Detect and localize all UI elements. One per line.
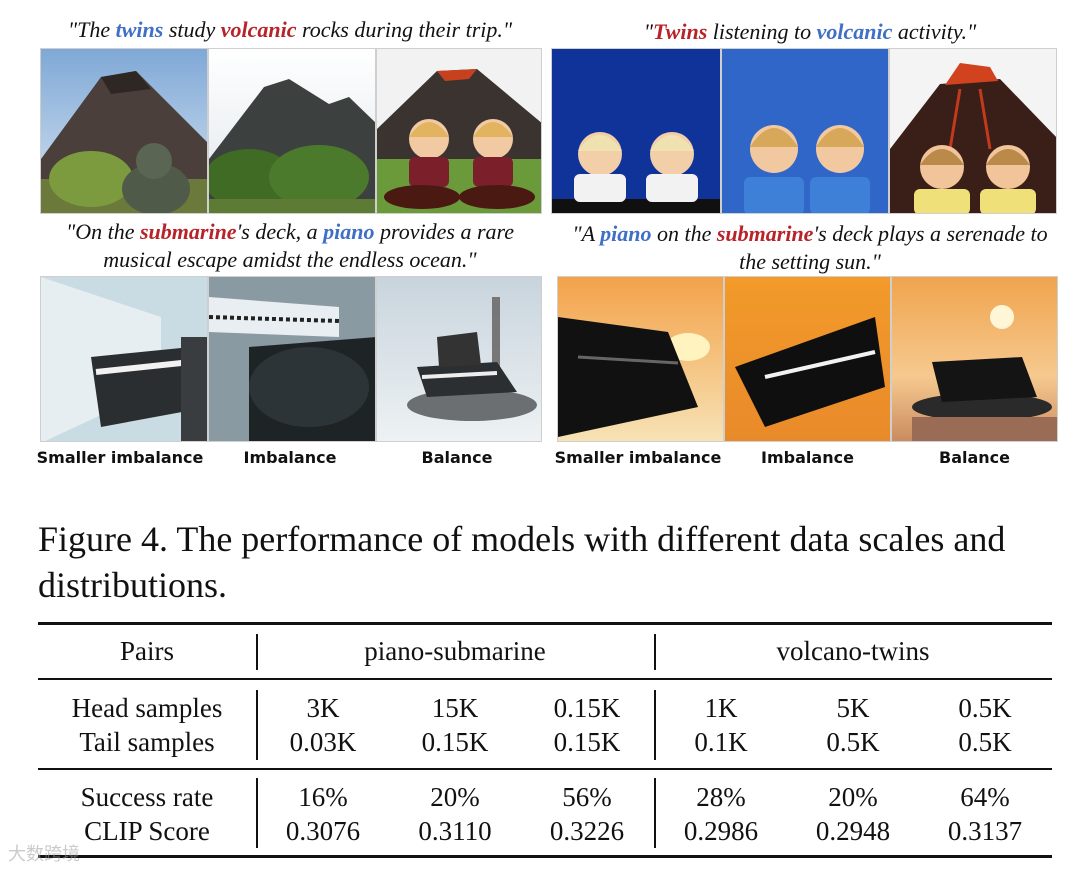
image-piano-interior — [40, 276, 208, 442]
table-cell: 16% — [298, 782, 348, 812]
table-cell: 0.03K — [289, 727, 357, 757]
table-cell: 0.5K — [826, 727, 880, 757]
figure-caption: Figure 4. The performance of models with… — [38, 519, 1006, 605]
table-cell: 0.15K — [553, 727, 621, 757]
table-cell: 15K — [431, 693, 479, 723]
table-cell: 5K — [836, 693, 870, 723]
caption-text: "A — [572, 221, 601, 246]
col-label-right-imbalance: Imbalance — [761, 448, 854, 467]
caption-text: activity." — [892, 19, 977, 44]
image-twins-blue-2 — [721, 48, 889, 214]
caption-keyword-blue: twins — [115, 17, 164, 42]
image-piano-closeup — [208, 276, 376, 442]
image-volcano-forest — [208, 48, 376, 214]
caption-twins-listening: "Twins listening to volcanic activity." — [560, 18, 1060, 46]
table-cell: 20% — [828, 782, 878, 812]
table-cell: 0.3076 — [285, 816, 361, 846]
caption-text: on the — [651, 221, 717, 246]
table-cell: 56% — [562, 782, 612, 812]
table-row-label: CLIP Score — [84, 816, 210, 846]
table-cell: 20% — [430, 782, 480, 812]
table-cell: 0.3226 — [549, 816, 625, 846]
table-cell: 0.1K — [694, 727, 748, 757]
table-row-label: Head samples — [71, 693, 223, 723]
table-divider-groups — [654, 634, 656, 670]
caption-keyword-red: volcanic — [220, 17, 297, 42]
image-sunset-piano-submarine-1 — [557, 276, 724, 442]
col-label-left-balance: Balance — [421, 448, 493, 467]
caption-volcanic-rocks: "The twins study volcanic rocks during t… — [30, 16, 550, 44]
table-header-piano-submarine: piano-submarine — [364, 636, 546, 666]
caption-text: "The — [67, 17, 116, 42]
caption-text: rocks during their trip." — [296, 17, 513, 42]
table-cell: 0.15K — [421, 727, 489, 757]
table-cell: 0.5K — [958, 727, 1012, 757]
caption-text: 's deck plays a serenade to the setting … — [739, 221, 1048, 274]
caption-piano-serenade: "A piano on the submarine's deck plays a… — [560, 220, 1060, 276]
image-twins-volcano-eruption — [889, 48, 1057, 214]
caption-keyword-blue: piano — [600, 221, 652, 246]
col-label-right-balance: Balance — [939, 448, 1010, 467]
col-label-left-smaller-imbalance: Smaller imbalance — [36, 448, 204, 467]
table-cell: 0.3137 — [947, 816, 1023, 846]
table-divider-pairs-body2 — [256, 778, 258, 848]
image-sunset-piano-submarine-2 — [724, 276, 891, 442]
table-bottom-rule — [38, 855, 1052, 858]
image-twins-volcanic-rocks — [376, 48, 542, 214]
image-volcano-statue — [40, 48, 208, 214]
caption-text: provides a rare musical escape amidst th… — [103, 219, 515, 272]
table-cell: 28% — [696, 782, 746, 812]
caption-keyword-red: submarine — [139, 219, 237, 244]
table-divider-pairs — [256, 634, 258, 670]
caption-text: "On the — [65, 219, 140, 244]
table-cell: 0.2986 — [683, 816, 759, 846]
table-divider-groups-body1 — [654, 690, 656, 760]
table-divider-pairs-body1 — [256, 690, 258, 760]
table-header-pairs: Pairs — [120, 636, 174, 666]
table-cell: 3K — [306, 693, 340, 723]
image-sunset-piano-submarine-balance — [891, 276, 1058, 442]
table-cell: 0.2948 — [815, 816, 891, 846]
col-label-right-smaller-imbalance: Smaller imbalance — [554, 448, 722, 467]
caption-submarine-deck: "On the submarine's deck, a piano provid… — [30, 218, 550, 274]
table-cell: 0.3110 — [418, 816, 492, 846]
caption-text: study — [163, 17, 221, 42]
caption-text: listening to — [707, 19, 817, 44]
image-twins-blue-1 — [551, 48, 721, 214]
table-header-rule — [38, 678, 1052, 680]
col-label-left-imbalance: Imbalance — [243, 448, 337, 467]
caption-keyword-blue: piano — [323, 219, 375, 244]
table-cell: 0.15K — [553, 693, 621, 723]
table-mid-rule — [38, 768, 1052, 770]
table-top-rule — [38, 622, 1052, 625]
table-divider-groups-body2 — [654, 778, 656, 848]
caption-keyword-red: Twins — [653, 19, 708, 44]
caption-text: 's deck, a — [236, 219, 324, 244]
table-cell: 0.5K — [958, 693, 1012, 723]
image-submarine-piano-balance-left — [376, 276, 542, 442]
table-row-label: Success rate — [80, 782, 214, 812]
caption-keyword-red: submarine — [716, 221, 814, 246]
caption-text: " — [643, 19, 654, 44]
table-row-label: Tail samples — [79, 727, 215, 757]
watermark: 大数跨境 — [8, 844, 80, 865]
table-cell: 64% — [960, 782, 1010, 812]
caption-keyword-blue: volcanic — [816, 19, 893, 44]
table-header-volcano-twins: volcano-twins — [776, 636, 930, 666]
table-cell: 1K — [704, 693, 738, 723]
